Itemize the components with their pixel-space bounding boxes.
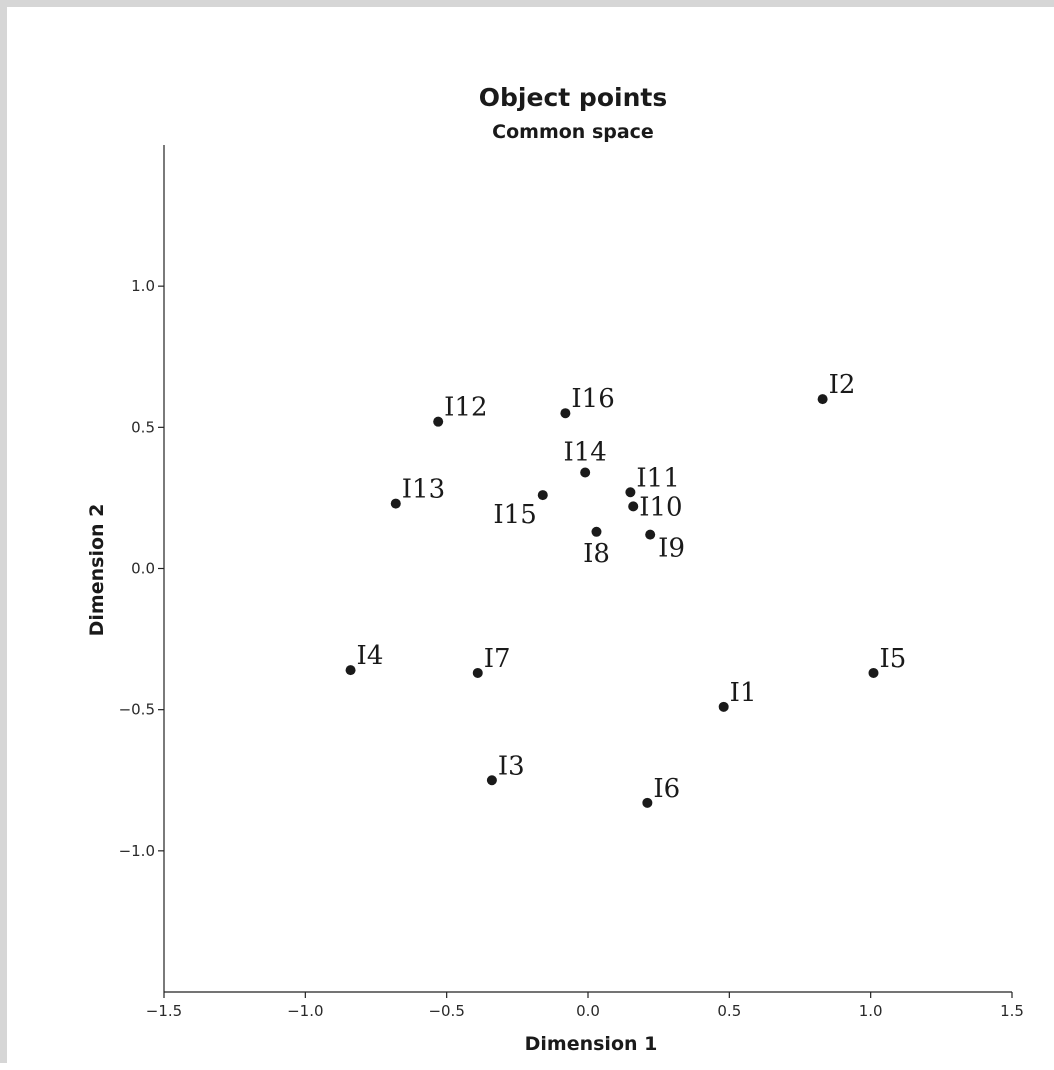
data-point-i3 [486,775,497,786]
data-point-i7 [472,667,483,678]
chart-title: Object points [479,83,667,112]
x-tick-label: −0.5 [428,1002,464,1020]
y-tick-label: −0.5 [119,701,155,719]
point-label-i15: I15 [493,500,536,530]
point-label-i14: I14 [563,438,606,468]
data-point-i4 [345,665,356,676]
data-point-i8 [591,526,602,537]
x-axis-title: Dimension 1 [525,1033,658,1055]
point-label-i6: I6 [653,774,680,804]
point-label-i5: I5 [879,644,906,674]
y-axis-ticks: 1.0 0.5 0.0 −0.5 −1.0 [119,277,164,860]
y-tick-label: 1.0 [131,277,155,295]
data-point-i10 [628,501,639,512]
y-tick-label: −1.0 [119,842,155,860]
point-label-i2: I2 [829,370,856,400]
y-tick-label: 0.0 [131,560,155,578]
data-point-i5 [868,667,879,678]
x-tick-label: 1.5 [1000,1002,1024,1020]
scatter-chart: Object points Common space −1.5 −1.0 −0.5 0… [86,83,1024,1055]
point-label-i9: I9 [658,534,685,564]
data-point-i1 [718,701,729,712]
data-point-i14 [580,467,591,478]
data-point-i2 [817,394,828,405]
data-point-i13 [390,498,401,509]
point-label-i1: I1 [730,678,757,708]
x-tick-label: 0.5 [717,1002,741,1020]
data-point-i6 [642,797,653,808]
point-label-i4: I4 [357,641,384,671]
point-label-i13: I13 [402,475,445,505]
point-label-i12: I12 [444,393,487,423]
x-tick-label: 0.0 [576,1002,600,1020]
data-point-i9 [645,529,656,540]
point-label-i10: I10 [639,492,682,522]
x-tick-label: −1.0 [287,1002,323,1020]
point-label-i16: I16 [571,384,614,414]
data-point-i11 [625,487,636,498]
y-tick-label: 0.5 [131,418,155,436]
data-point-i12 [433,416,444,427]
x-tick-label: 1.0 [859,1002,883,1020]
point-label-i7: I7 [484,644,511,674]
point-label-i3: I3 [498,751,525,781]
point-label-i11: I11 [636,463,679,493]
point-label-i8: I8 [583,539,610,569]
x-tick-label: −1.5 [146,1002,182,1020]
chart-subtitle: Common space [492,121,654,143]
data-point-i15 [537,490,548,501]
data-point-i16 [560,408,571,419]
y-axis-title: Dimension 2 [86,504,108,637]
x-axis-ticks: −1.5 −1.0 −0.5 0.0 0.5 1.0 1.5 [146,992,1024,1020]
